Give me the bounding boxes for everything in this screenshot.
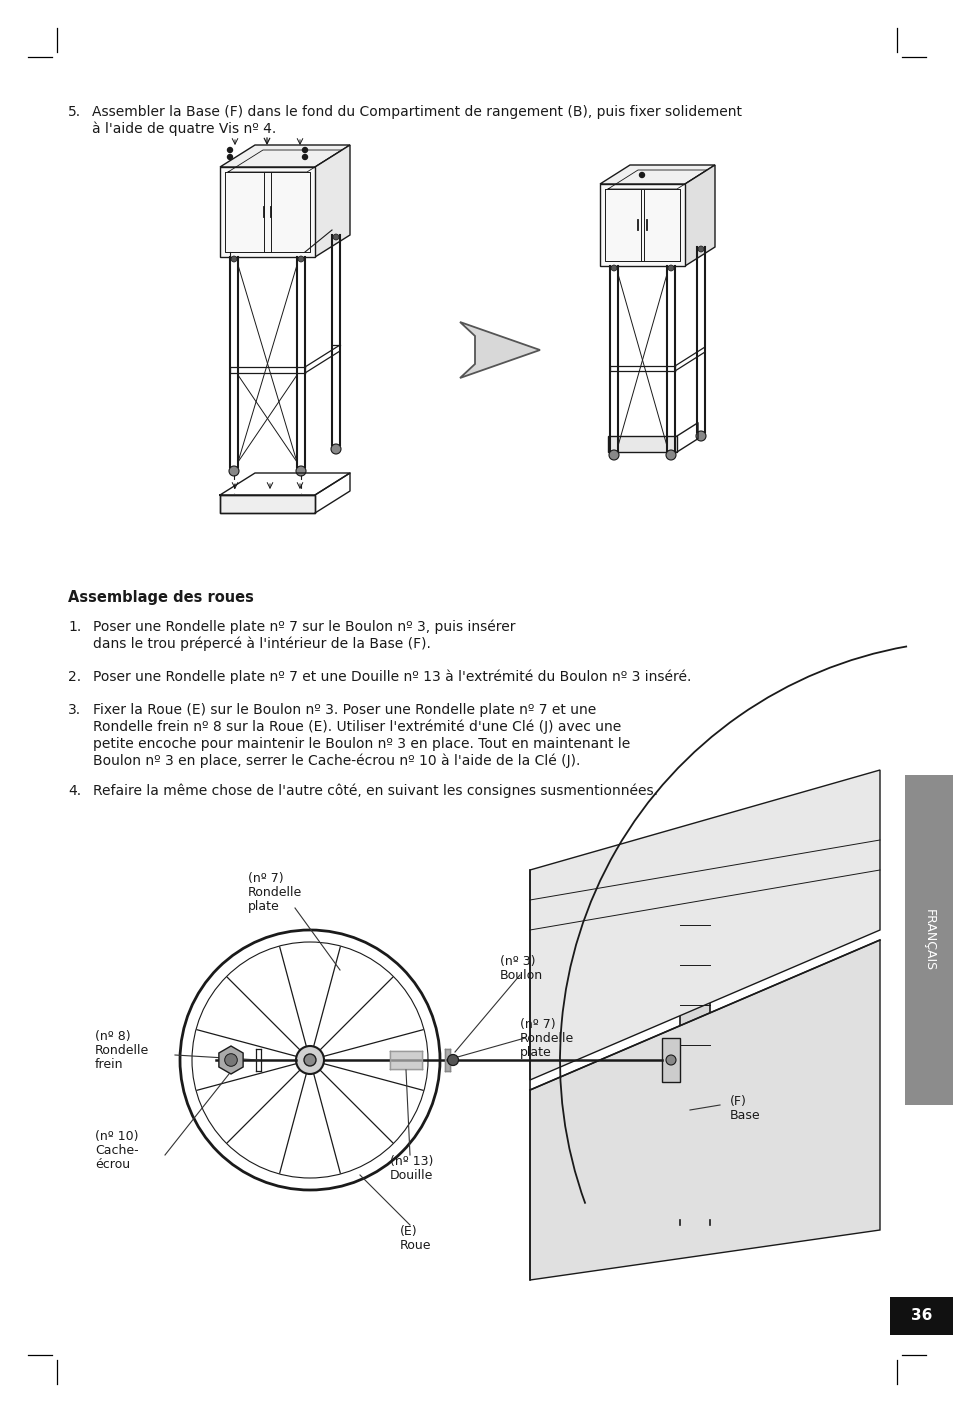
Polygon shape: [530, 940, 879, 1281]
Circle shape: [696, 431, 705, 441]
Polygon shape: [459, 322, 539, 378]
Bar: [889, 1298, 953, 1334]
Text: Rondelle: Rondelle: [519, 1032, 574, 1045]
Text: (E): (E): [399, 1226, 417, 1238]
Circle shape: [667, 265, 673, 271]
Circle shape: [227, 147, 233, 152]
Circle shape: [608, 450, 618, 460]
Polygon shape: [599, 184, 684, 265]
Circle shape: [297, 256, 304, 263]
Text: (F): (F): [729, 1094, 746, 1108]
Circle shape: [302, 154, 307, 160]
Polygon shape: [684, 165, 714, 265]
Polygon shape: [599, 165, 714, 184]
Text: 36: 36: [910, 1309, 932, 1323]
Text: Refaire la même chose de l'autre côté, en suivant les consignes susmentionnées.: Refaire la même chose de l'autre côté, e…: [92, 784, 658, 799]
Text: (nº 13): (nº 13): [390, 1155, 433, 1168]
Circle shape: [333, 234, 338, 240]
Polygon shape: [679, 895, 709, 1220]
Text: FRANÇAIS: FRANÇAIS: [922, 909, 935, 971]
Polygon shape: [314, 145, 350, 257]
Text: Boulon nº 3 en place, serrer le Cache-écrou nº 10 à l'aide de la Clé (J).: Boulon nº 3 en place, serrer le Cache-éc…: [92, 754, 579, 768]
Text: 4.: 4.: [68, 784, 81, 798]
Text: dans le trou prépercé à l'intérieur de la Base (F).: dans le trou prépercé à l'intérieur de l…: [92, 637, 431, 651]
Circle shape: [610, 265, 617, 271]
Polygon shape: [218, 1046, 243, 1075]
Polygon shape: [661, 1038, 679, 1082]
Text: Rondelle: Rondelle: [95, 1043, 149, 1058]
Text: (nº 7): (nº 7): [519, 1018, 555, 1031]
Text: Boulon: Boulon: [499, 969, 542, 981]
Text: Cache-: Cache-: [95, 1144, 138, 1156]
Circle shape: [295, 466, 306, 476]
Text: 3.: 3.: [68, 703, 81, 717]
Bar: [904, 775, 953, 1106]
Text: Roue: Roue: [399, 1238, 431, 1252]
Circle shape: [229, 466, 239, 476]
Text: Douille: Douille: [390, 1169, 433, 1182]
Polygon shape: [530, 770, 879, 1080]
Circle shape: [639, 172, 644, 178]
Text: Assemblage des roues: Assemblage des roues: [68, 590, 253, 604]
Polygon shape: [220, 167, 314, 257]
Text: (nº 3): (nº 3): [499, 955, 535, 969]
Text: Base: Base: [729, 1108, 760, 1123]
Circle shape: [225, 1053, 237, 1066]
Text: plate: plate: [248, 899, 279, 914]
Circle shape: [698, 246, 703, 251]
Polygon shape: [607, 436, 677, 452]
Circle shape: [447, 1055, 458, 1066]
Text: (nº 7): (nº 7): [248, 873, 283, 885]
Ellipse shape: [679, 1230, 709, 1245]
Text: Fixer la Roue (E) sur le Boulon nº 3. Poser une Rondelle plate nº 7 et une: Fixer la Roue (E) sur le Boulon nº 3. Po…: [92, 703, 596, 717]
Text: écrou: écrou: [95, 1158, 130, 1171]
Text: à l'aide de quatre Vis nº 4.: à l'aide de quatre Vis nº 4.: [91, 121, 276, 137]
Text: 2.: 2.: [68, 671, 81, 683]
Text: (nº 8): (nº 8): [95, 1029, 131, 1043]
Text: 1.: 1.: [68, 620, 81, 634]
Circle shape: [304, 1053, 315, 1066]
Text: 5.: 5.: [68, 104, 81, 119]
Text: frein: frein: [95, 1058, 123, 1070]
Circle shape: [227, 154, 233, 160]
Text: Rondelle: Rondelle: [248, 885, 302, 899]
Text: Rondelle frein nº 8 sur la Roue (E). Utiliser l'extrémité d'une Clé (J) avec une: Rondelle frein nº 8 sur la Roue (E). Uti…: [92, 720, 620, 734]
Text: (nº 10): (nº 10): [95, 1130, 138, 1142]
Text: Poser une Rondelle plate nº 7 sur le Boulon nº 3, puis insérer: Poser une Rondelle plate nº 7 sur le Bou…: [92, 620, 515, 634]
Circle shape: [331, 443, 340, 455]
Polygon shape: [220, 145, 350, 167]
Text: petite encoche pour maintenir le Boulon nº 3 en place. Tout en maintenant le: petite encoche pour maintenir le Boulon …: [92, 737, 630, 751]
Polygon shape: [220, 496, 314, 513]
Circle shape: [231, 256, 236, 263]
Circle shape: [302, 147, 307, 152]
Circle shape: [665, 450, 676, 460]
Text: Poser une Rondelle plate nº 7 et une Douille nº 13 à l'extrémité du Boulon nº 3 : Poser une Rondelle plate nº 7 et une Dou…: [92, 671, 691, 685]
Text: Assembler la Base (F) dans le fond du Compartiment de rangement (B), puis fixer : Assembler la Base (F) dans le fond du Co…: [91, 104, 741, 119]
Circle shape: [295, 1046, 324, 1075]
Text: plate: plate: [519, 1046, 551, 1059]
Circle shape: [665, 1055, 676, 1065]
